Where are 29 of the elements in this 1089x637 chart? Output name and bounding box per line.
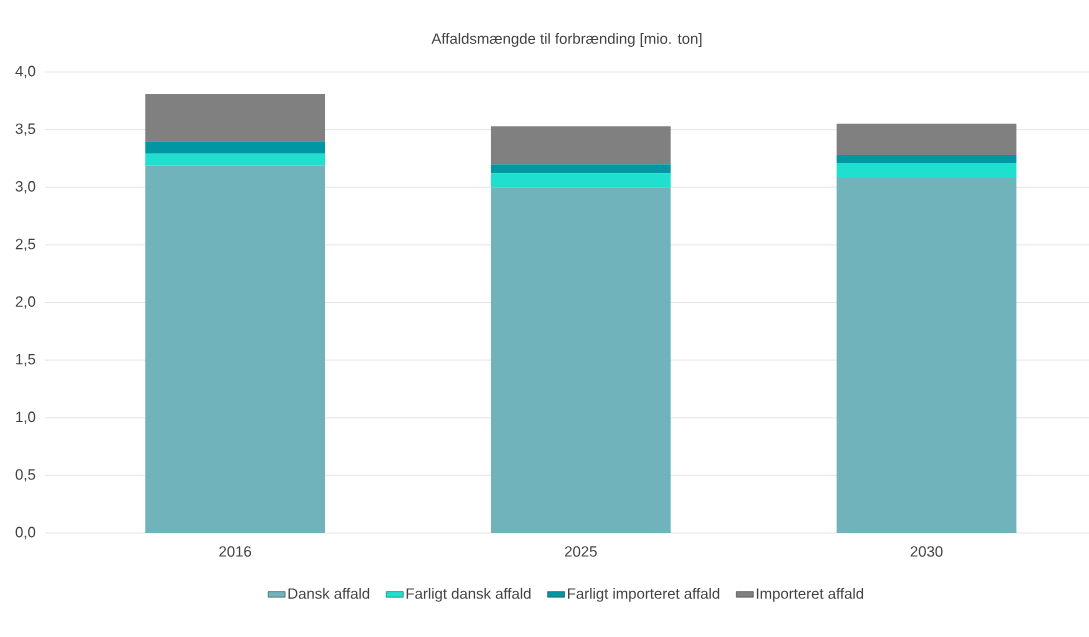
- y-tick-label: 3,5: [15, 123, 36, 136]
- bar: [490, 173, 671, 188]
- x-tick-label: 2030: [910, 546, 943, 557]
- bar: [145, 93, 326, 142]
- bar: [836, 123, 1017, 155]
- y-tick-label: 4,0: [15, 65, 36, 79]
- bar: [145, 165, 326, 533]
- y-tick-label: 3,0: [15, 181, 36, 194]
- legend-label: Importeret affald: [756, 587, 864, 602]
- y-tick-label: 1,0: [16, 411, 36, 424]
- bar: [145, 153, 326, 166]
- y-tick-label: 2,5: [15, 238, 36, 252]
- bar: [145, 141, 326, 154]
- legend-label: Farligt importeret affald: [568, 587, 720, 602]
- x-tick-label: 2025: [564, 546, 597, 557]
- bar: [836, 154, 1017, 164]
- legend-label: Dansk affald: [288, 587, 370, 599]
- bar: [836, 163, 1017, 179]
- bar: [836, 178, 1017, 533]
- chart-title: Affaldsmængde til forbrænding [mio. ton]: [431, 32, 702, 47]
- y-tick-label: 0,5: [15, 469, 36, 482]
- bar: [490, 126, 671, 165]
- bar: [490, 164, 671, 174]
- y-tick-label: 2,0: [15, 296, 36, 309]
- legend-label: Farligt dansk affald: [406, 587, 531, 602]
- x-tick-label: 2016: [219, 546, 252, 557]
- y-tick-label: 0,0: [15, 526, 36, 540]
- bar: [490, 187, 671, 533]
- y-tick-label: 1,5: [16, 354, 36, 367]
